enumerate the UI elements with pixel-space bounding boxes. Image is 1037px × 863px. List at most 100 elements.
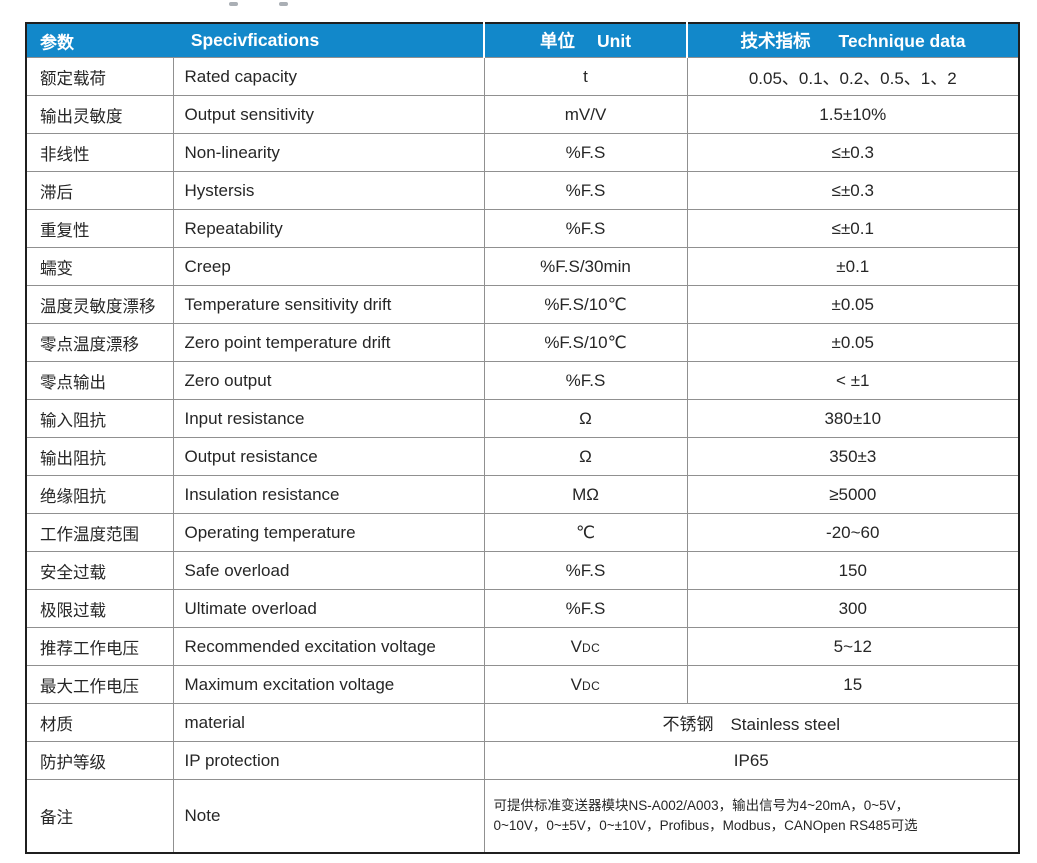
- technique-data-value: 150: [686, 551, 1020, 590]
- param-name-cn: 安全过载: [25, 551, 174, 590]
- header-spec-label: Specivfications: [190, 30, 320, 50]
- technique-data-value: < ±1: [686, 361, 1020, 400]
- unit-value: %F.S: [483, 589, 688, 628]
- unit-value: %F.S: [483, 133, 688, 172]
- table-header: 参数 Specivfications 单位 Unit 技术指标 Techniqu…: [26, 23, 1020, 58]
- unit-value: MΩ: [483, 475, 688, 514]
- technique-data-value: ±0.05: [686, 323, 1020, 362]
- table-row: 温度灵敏度漂移 Temperature sensitivity drift %F.S…: [25, 285, 1020, 324]
- technique-data-value: 1.5±10%: [686, 95, 1020, 134]
- unit-value: VDC: [483, 627, 688, 666]
- spec-name-en: Creep: [172, 247, 485, 286]
- param-name-cn: 蠕变: [25, 247, 174, 286]
- spec-name-en: Maximum excitation voltage: [172, 665, 485, 704]
- table-row: 备注 Note 可提供标准变送器模块NS-A002/A003，输出信号为4~20mA…: [25, 779, 1020, 854]
- param-name-cn: 极限过载: [25, 589, 174, 628]
- header-param-label: 参数: [40, 33, 74, 52]
- technique-data-value: 15: [686, 665, 1020, 704]
- spec-name-en: Temperature sensitivity drift: [172, 285, 485, 324]
- spec-name-en: Recommended excitation voltage: [172, 627, 485, 666]
- table-row: 输出阻抗 Output resistance Ω 350±3: [25, 437, 1020, 476]
- unit-value: %F.S: [483, 361, 688, 400]
- param-name-cn: 防护等级: [25, 741, 174, 780]
- spec-name-en: Repeatability: [172, 209, 485, 248]
- technique-data-value: 5~12: [686, 627, 1020, 666]
- merged-value: 不锈钢 Stainless steel: [483, 703, 1020, 742]
- param-name-cn: 输出灵敏度: [25, 95, 174, 134]
- spec-name-en: Zero point temperature drift: [172, 323, 485, 362]
- unit-text: %F.S: [565, 598, 606, 618]
- unit-value: t: [483, 57, 688, 96]
- unit-text: %F.S/10℃: [544, 332, 627, 352]
- param-name-cn: 重复性: [25, 209, 174, 248]
- spec-name-en: Zero output: [172, 361, 485, 400]
- spec-name-en: Output resistance: [172, 437, 485, 476]
- header-tech-cn-label: 技术指标: [740, 31, 811, 51]
- technique-data-value: 300: [686, 589, 1020, 628]
- unit-text: %F.S: [565, 218, 606, 238]
- spec-name-en: Safe overload: [172, 551, 485, 590]
- spec-name-en: Insulation resistance: [172, 475, 485, 514]
- unit-text: %F.S: [565, 560, 606, 580]
- technique-data-value: -20~60: [686, 513, 1020, 552]
- merged-value: IP65: [483, 741, 1020, 780]
- unit-value: %F.S/30min: [483, 247, 688, 286]
- unit-value: %F.S: [483, 171, 688, 210]
- param-name-cn: 绝缘阻抗: [25, 475, 174, 514]
- header-cell-parameters: 参数 Specivfications: [26, 23, 486, 58]
- unit-text: %F.S: [565, 180, 606, 200]
- spec-name-en: Output sensitivity: [172, 95, 485, 134]
- unit-text: V: [570, 674, 583, 694]
- unit-value: Ω: [483, 399, 688, 438]
- header-cell-technique-data: 技术指标 Technique data: [687, 23, 1020, 58]
- table-row: 零点输出 Zero output %F.S < ±1: [25, 361, 1020, 400]
- table-row: 蠕变 Creep %F.S/30min ±0.1: [25, 247, 1020, 286]
- spec-name-en: Hystersis: [172, 171, 485, 210]
- spec-name-en: IP protection: [172, 741, 485, 780]
- param-name-cn: 材质: [25, 703, 174, 742]
- header-unit-en-label: Unit: [597, 31, 632, 51]
- table-row: 极限过载 Ultimate overload %F.S 300: [25, 589, 1020, 628]
- table-row: 最大工作电压 Maximum excitation voltage VDC 15: [25, 665, 1020, 704]
- table-row: 工作温度范围 Operating temperature ℃ -20~60: [25, 513, 1020, 552]
- unit-text: %F.S/10℃: [544, 294, 627, 314]
- param-name-cn: 最大工作电压: [25, 665, 174, 704]
- table-row: 输出灵敏度 Output sensitivity mV/V 1.5±10%: [25, 95, 1020, 134]
- technique-data-value: ±0.1: [686, 247, 1020, 286]
- spec-name-en: Rated capacity: [172, 57, 485, 96]
- cropped-text-remnant: [279, 2, 288, 6]
- unit-text: ℃: [575, 522, 596, 542]
- table-row: 安全过载 Safe overload %F.S 150: [25, 551, 1020, 590]
- unit-value: Ω: [483, 437, 688, 476]
- unit-text: %F.S: [565, 142, 606, 162]
- unit-subscript: DC: [582, 678, 601, 693]
- param-name-cn: 零点输出: [25, 361, 174, 400]
- technique-data-value: ≥5000: [686, 475, 1020, 514]
- table-row: 材质 material 不锈钢 Stainless steel: [25, 703, 1020, 742]
- header-unit-cn-label: 单位: [540, 31, 575, 51]
- param-name-cn: 备注: [25, 779, 174, 854]
- unit-subscript: DC: [582, 640, 601, 655]
- param-name-cn: 零点温度漂移: [25, 323, 174, 362]
- unit-value: %F.S/10℃: [483, 285, 688, 324]
- unit-text: Ω: [579, 446, 592, 466]
- note-line: 0~10V，0~±5V，0~±10V，Profibus，Modbus，CANOp…: [493, 818, 918, 833]
- spec-name-en: Ultimate overload: [172, 589, 485, 628]
- table-row: 滞后 Hystersis %F.S ≤±0.3: [25, 171, 1020, 210]
- table-row: 额定载荷 Rated capacity t 0.05、0.1、0.2、0.5、1、2: [25, 57, 1020, 96]
- param-name-cn: 滞后: [25, 171, 174, 210]
- param-name-cn: 输出阻抗: [25, 437, 174, 476]
- note-line: 可提供标准变送器模块NS-A002/A003，输出信号为4~20mA，0~5V，: [493, 797, 910, 813]
- technique-data-value: 0.05、0.1、0.2、0.5、1、2: [686, 57, 1020, 96]
- spec-name-en: Non-linearity: [172, 133, 485, 172]
- param-name-cn: 非线性: [25, 133, 174, 172]
- param-name-cn: 额定载荷: [25, 57, 174, 96]
- unit-text: %F.S/30min: [540, 256, 631, 276]
- header-row: 参数 Specivfications 单位 Unit 技术指标 Techniqu…: [26, 23, 1020, 58]
- spec-name-en: material: [172, 703, 485, 742]
- unit-value: mV/V: [483, 95, 688, 134]
- note-value: 可提供标准变送器模块NS-A002/A003，输出信号为4~20mA，0~5V，…: [483, 779, 1020, 854]
- spec-table-body: 额定载荷 Rated capacity t 0.05、0.1、0.2、0.5、1、2 输…: [25, 57, 1020, 854]
- unit-text: %F.S: [565, 370, 606, 390]
- table-row: 零点温度漂移 Zero point temperature drift %F.S/1…: [25, 323, 1020, 362]
